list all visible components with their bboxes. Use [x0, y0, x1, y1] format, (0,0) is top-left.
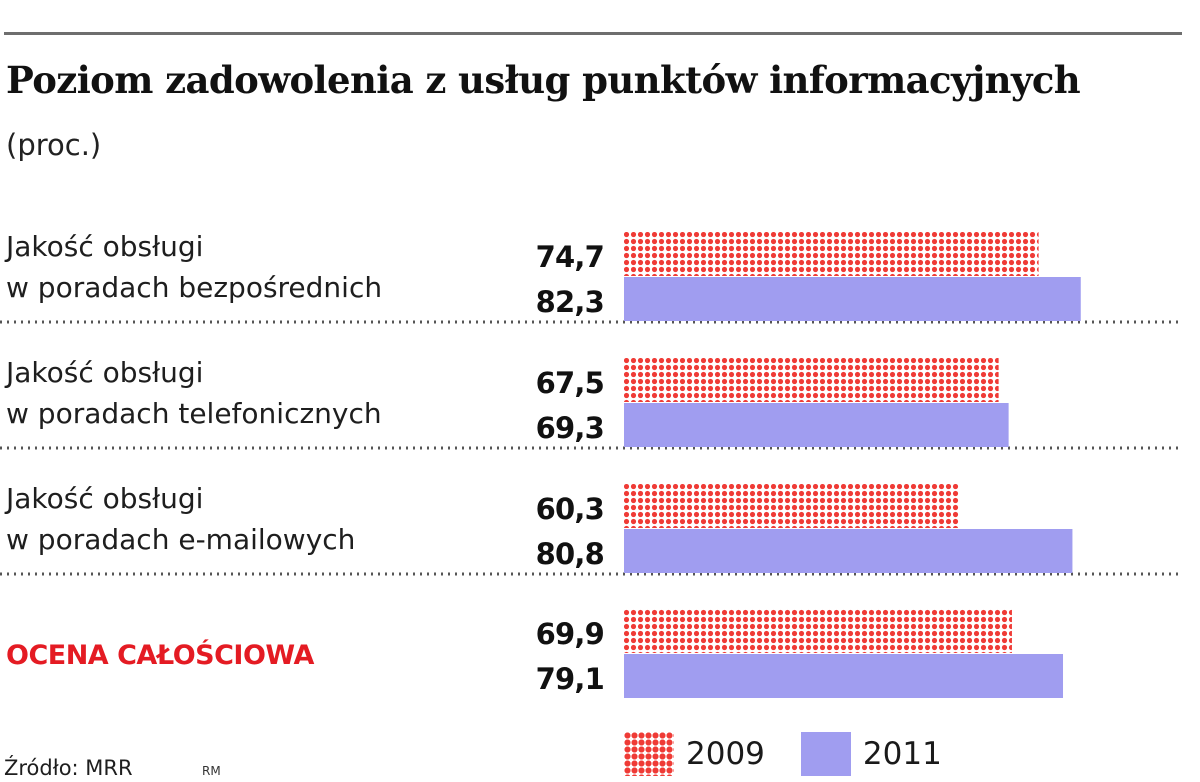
legend-swatch-2011: [800, 732, 851, 776]
category-label-2-1: w poradach e-mailowych: [6, 523, 355, 556]
bar-chart: Jakość obsługi w poradach bezpośrednich 74…: [0, 230, 1182, 698]
bar-2011-3: [624, 654, 1064, 698]
category-label-1-0: Jakość obsługi: [4, 356, 203, 389]
bar-2009-2: [624, 484, 959, 528]
top-rule: [4, 32, 1182, 35]
bar-2009-1: [624, 358, 999, 402]
category-label-1-1: w poradach telefonicznych: [6, 397, 382, 430]
category-label-2-0: Jakość obsługi: [4, 482, 203, 515]
legend: 2009 2011: [624, 730, 978, 778]
chart-title: Poziom zadowolenia z usług punktów infor…: [6, 58, 1081, 102]
legend-label-2011: 2011: [862, 736, 942, 772]
value-label-2009-3: 69,9: [536, 617, 604, 651]
value-label-2009-0: 74,7: [536, 240, 604, 274]
value-label-2011-0: 82,3: [536, 285, 604, 319]
value-label-2009-1: 67,5: [536, 366, 604, 400]
bar-2011-1: [624, 403, 1009, 447]
legend-item-2009: 2009: [624, 732, 765, 776]
category-label-3-0: OCENA CAŁOŚCIOWA: [6, 639, 314, 671]
author-credit: RM: [202, 764, 221, 778]
source-note: Źródło: MRR: [4, 756, 133, 780]
category-label-0-1: w poradach bezpośrednich: [6, 271, 382, 304]
chart-subtitle: (proc.): [6, 128, 102, 162]
bar-2009-3: [624, 609, 1012, 653]
category-label-0-0: Jakość obsługi: [4, 230, 203, 263]
bar-2011-2: [624, 529, 1073, 573]
value-label-2011-3: 79,1: [536, 662, 604, 696]
legend-swatch-2009: [624, 732, 674, 776]
legend-label-2009: 2009: [686, 736, 765, 772]
bar-2011-0: [624, 277, 1081, 321]
value-label-2011-2: 80,8: [536, 537, 604, 571]
bar-2009-0: [624, 232, 1039, 276]
value-label-2009-2: 60,3: [536, 492, 604, 526]
legend-item-2011: 2011: [800, 732, 942, 776]
value-label-2011-1: 69,3: [536, 411, 604, 445]
